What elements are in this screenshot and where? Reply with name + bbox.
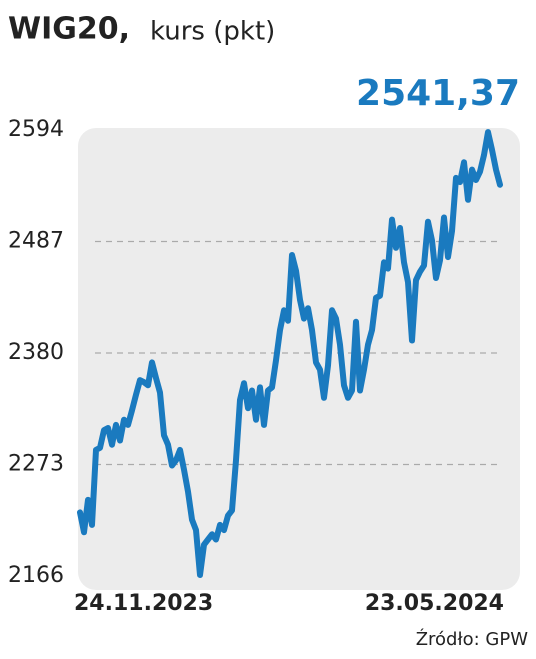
y-tick-label: 2487 bbox=[8, 229, 64, 254]
chart-subtitle: kurs (pkt) bbox=[150, 17, 275, 47]
x-tick-label: 24.11.2023 bbox=[74, 591, 213, 616]
y-tick-label: 2594 bbox=[8, 117, 64, 142]
y-tick-label: 2273 bbox=[8, 452, 64, 477]
x-tick-label: 23.05.2024 bbox=[365, 591, 504, 616]
value-annotation: 2541,37 bbox=[356, 73, 520, 114]
chart-title: WIG20, bbox=[8, 12, 130, 47]
plot-background bbox=[78, 128, 520, 590]
source: Źródło: GPW bbox=[416, 628, 528, 650]
y-tick-label: 2166 bbox=[8, 563, 64, 588]
data-line bbox=[77, 129, 503, 578]
y-tick-label: 2380 bbox=[8, 340, 64, 365]
